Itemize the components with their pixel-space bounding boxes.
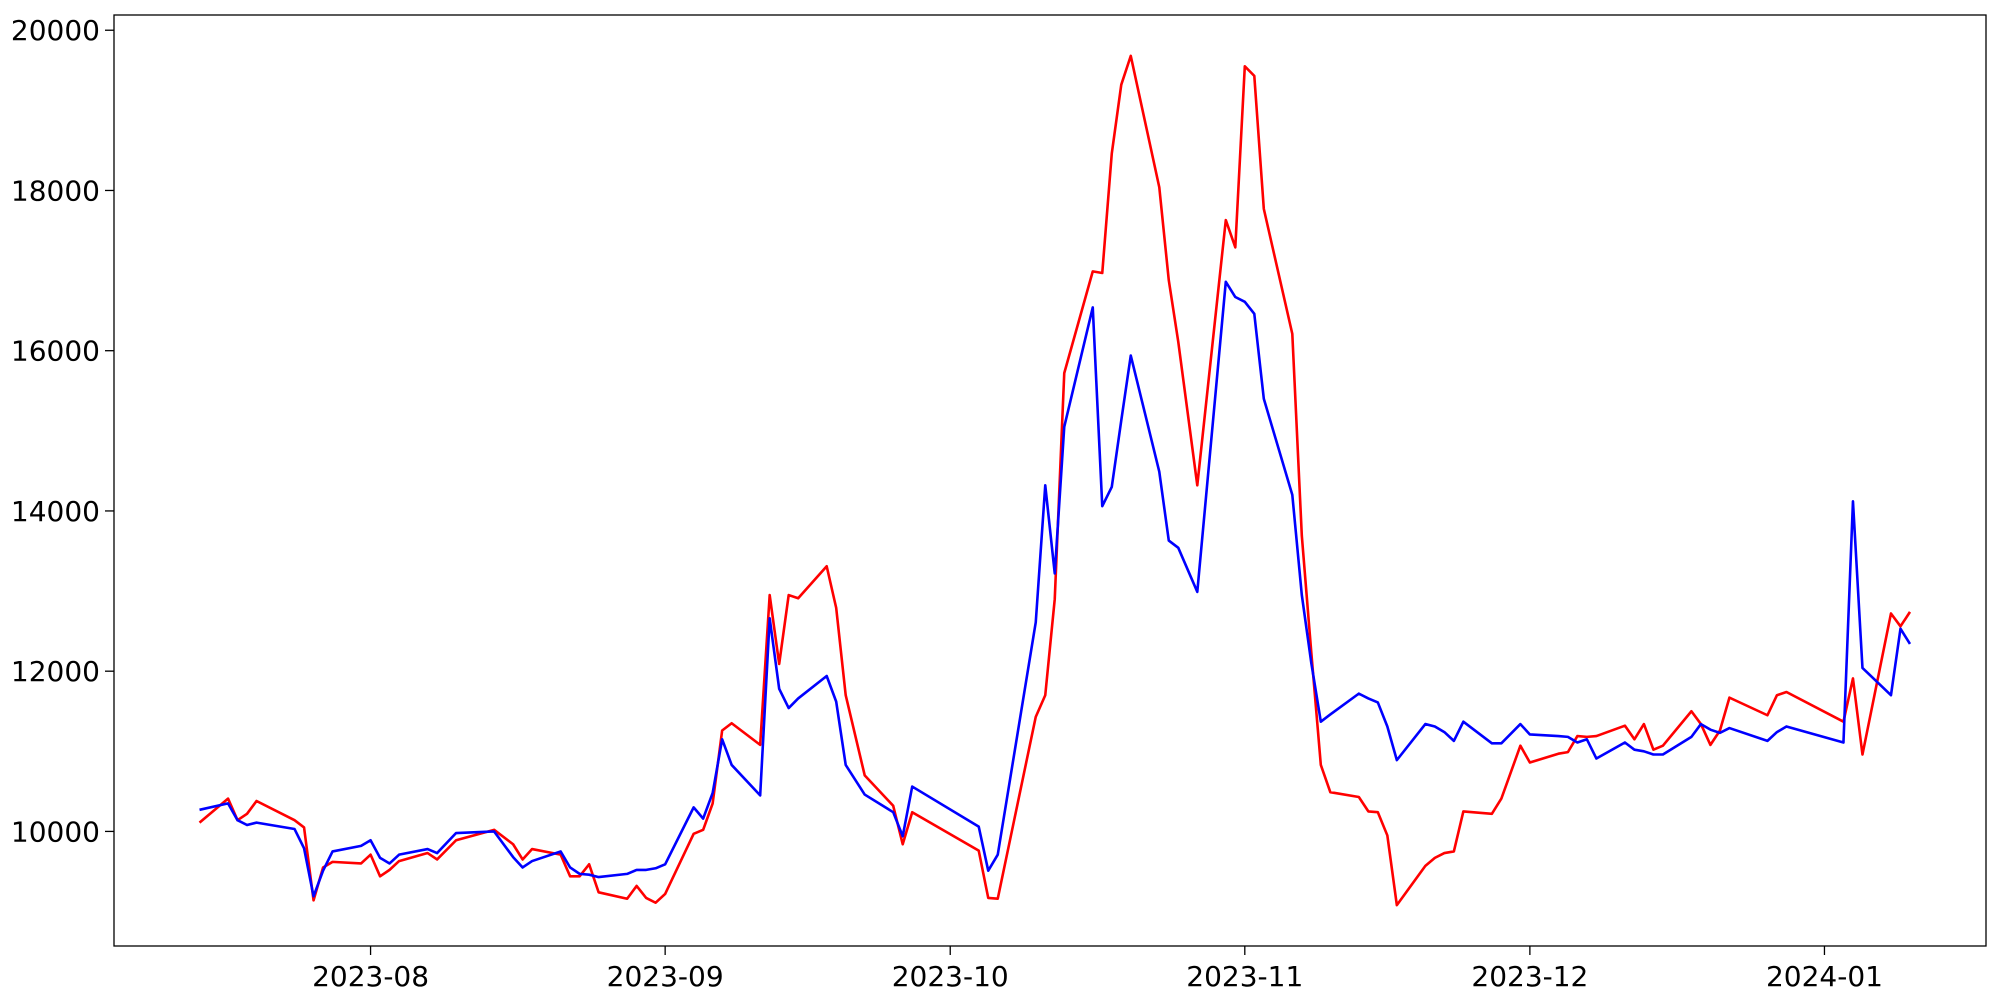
- x-tick-label: 2023-11: [1186, 960, 1303, 993]
- x-tick-label: 2023-08: [312, 960, 429, 993]
- x-tick-label: 2023-12: [1471, 960, 1588, 993]
- data-line: [199, 280, 1912, 898]
- y-tick-label: 10000: [11, 815, 100, 848]
- plot-frame: [113, 14, 1987, 947]
- y-tick-label: 12000: [11, 655, 100, 688]
- x-tick-label: 2024-01: [1766, 960, 1883, 993]
- x-tick-label: 2023-09: [607, 960, 724, 993]
- y-tick-label: 18000: [11, 174, 100, 207]
- y-tick-label: 16000: [11, 335, 100, 368]
- data-line: [198, 54, 1912, 907]
- y-tick-label: 20000: [11, 14, 100, 47]
- x-tick-label: 2023-10: [892, 960, 1009, 993]
- y-tick-label: 14000: [11, 495, 100, 528]
